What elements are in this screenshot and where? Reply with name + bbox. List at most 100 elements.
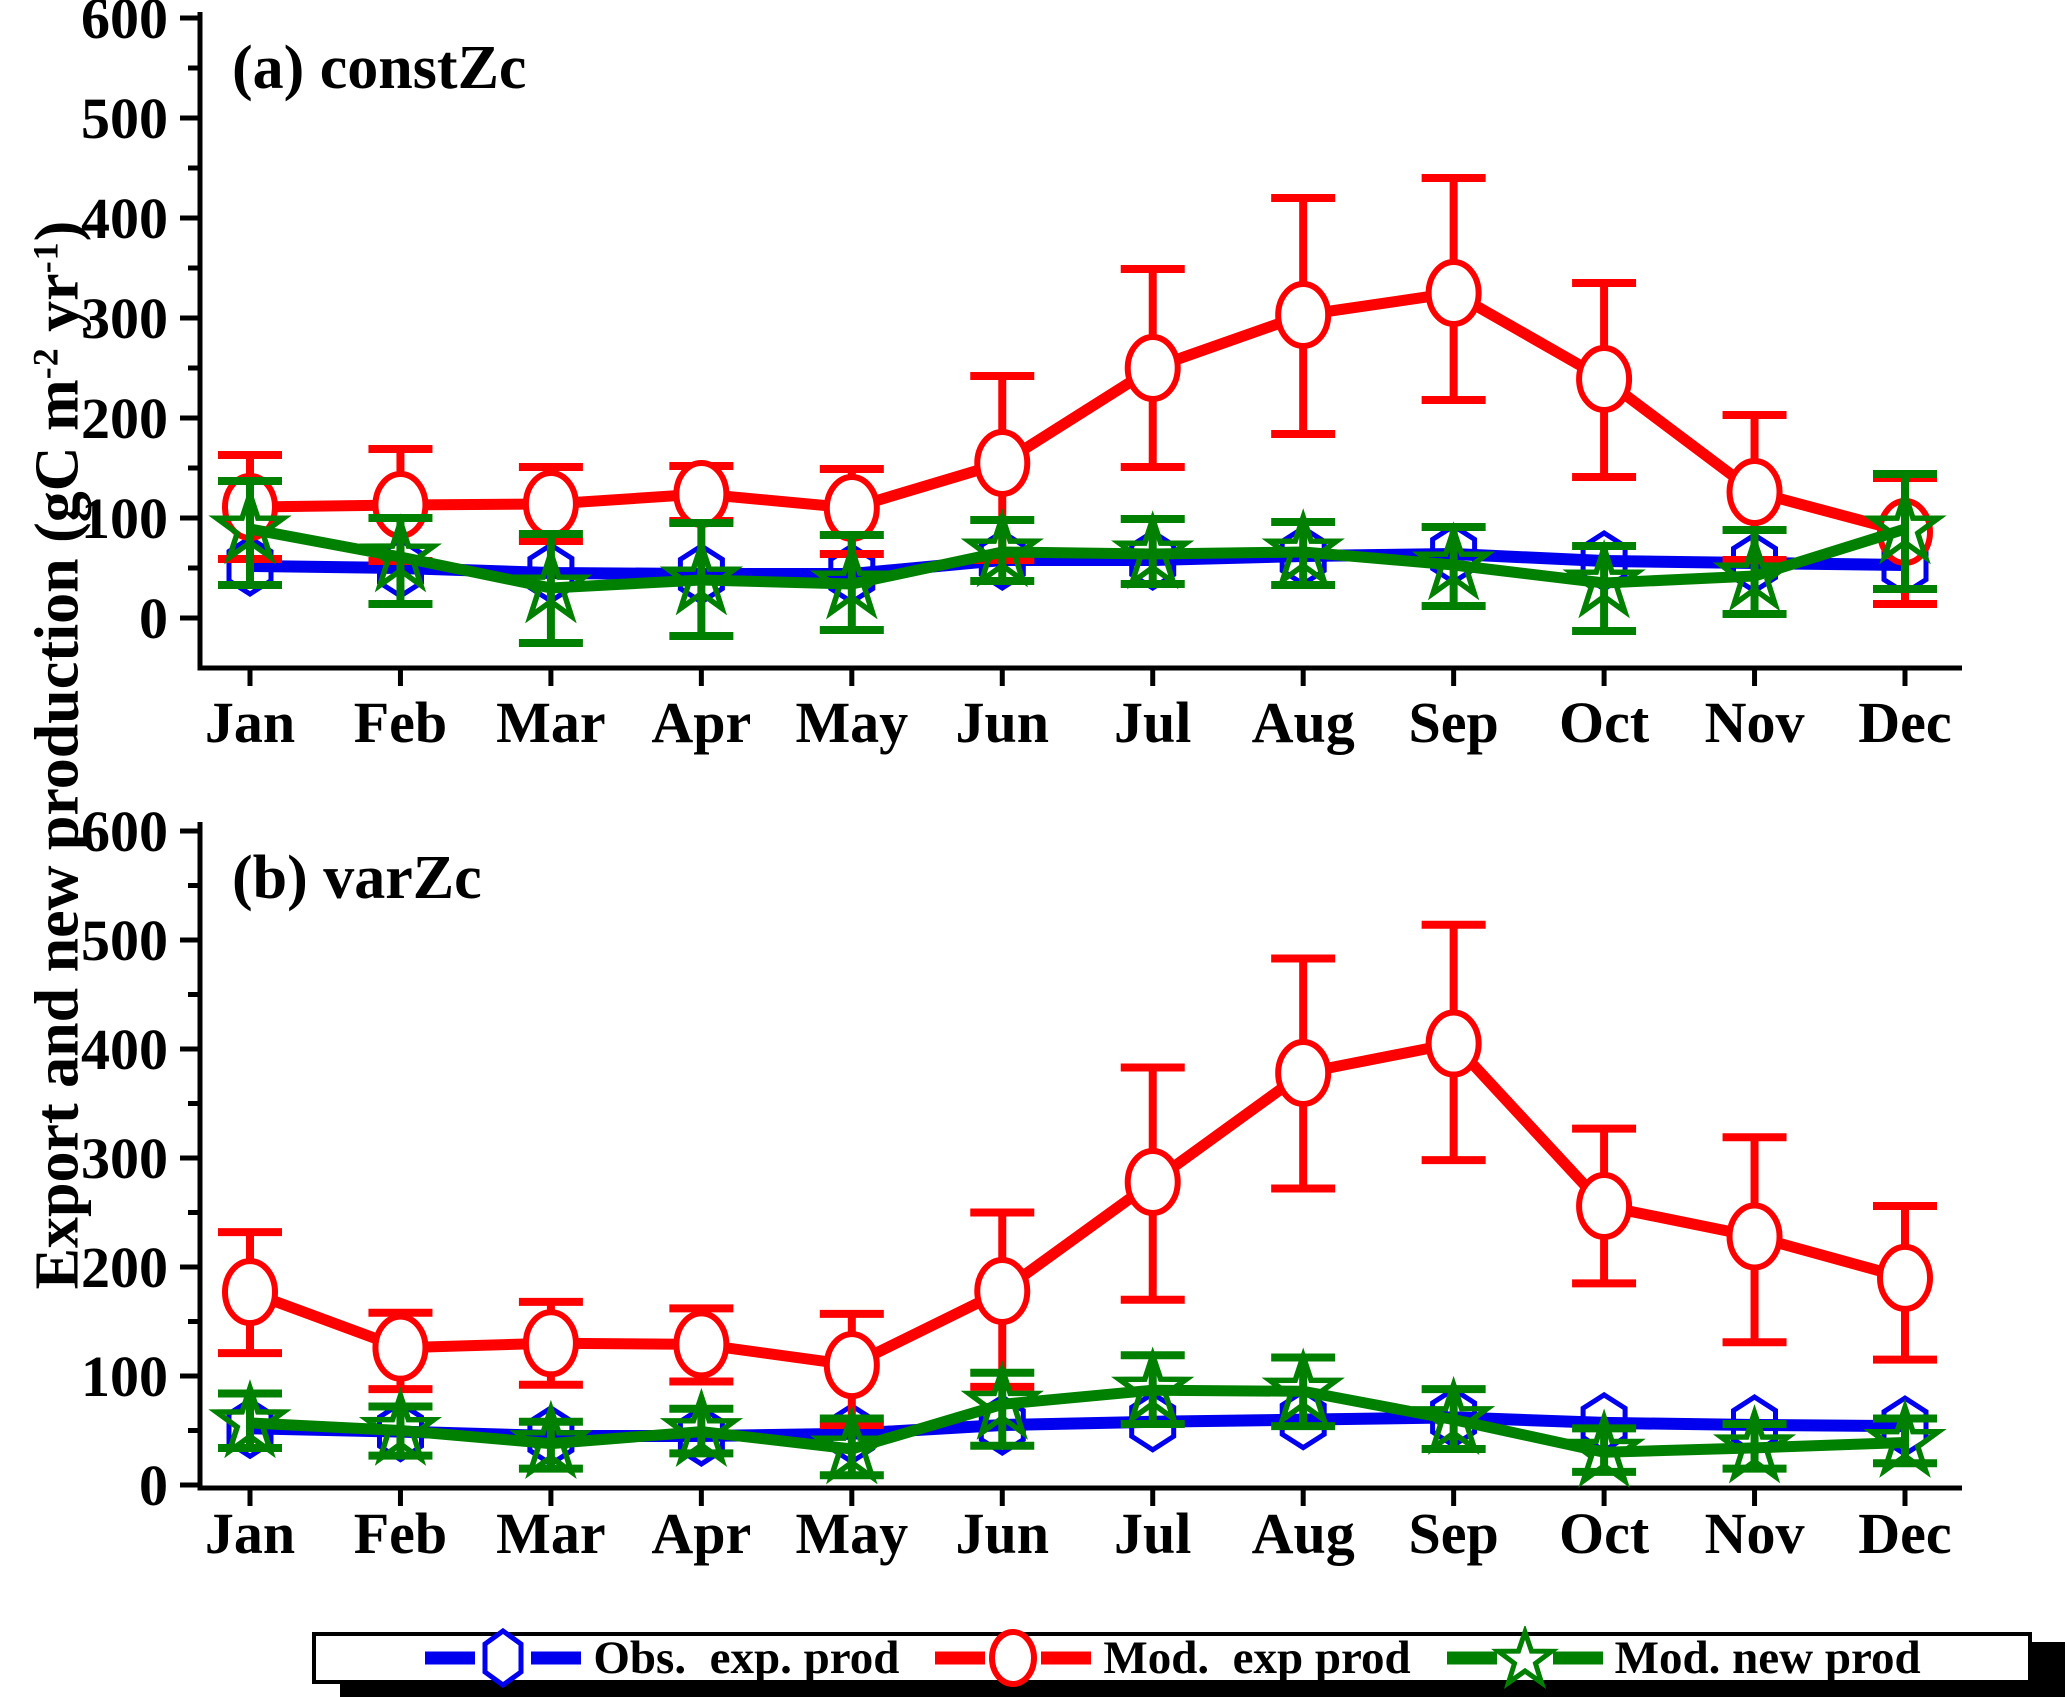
- x-tick-label: Aug: [1252, 1501, 1355, 1566]
- hexagon-marker-icon: [423, 1626, 583, 1690]
- mod-new-prod-markers: [208, 1346, 1947, 1488]
- star-marker-icon: [1111, 1346, 1195, 1426]
- y-tick-label: 100: [81, 1344, 168, 1409]
- star-marker-icon: [1261, 1347, 1345, 1427]
- circle-marker-icon: [1726, 1202, 1783, 1271]
- mod-exp-prod-markers: [222, 259, 1933, 566]
- obs-exp-prod-line: [249, 548, 1906, 580]
- circle-marker-icon: [1275, 281, 1332, 349]
- y-tick-label: 400: [81, 186, 168, 251]
- legend-label: Mod. exp prod: [1103, 1632, 1411, 1684]
- star-marker-icon: [1261, 508, 1345, 588]
- hexagon-marker-icon: [1129, 1390, 1177, 1453]
- circle-marker-icon: [522, 1309, 579, 1378]
- star-marker-icon: [208, 485, 292, 565]
- circle-marker-icon: [1425, 1009, 1482, 1078]
- x-tick-label: Dec: [1858, 690, 1951, 755]
- mod-exp-prod-error-bars: [218, 174, 1937, 608]
- star-marker-icon: [960, 1360, 1044, 1440]
- y-tick-label: 500: [81, 86, 168, 151]
- x-tick-label: Jan: [205, 690, 295, 755]
- legend-item-mod-exp-prod: Mod. exp prod: [933, 1626, 1411, 1690]
- y-tick-label: 600: [81, 0, 168, 51]
- star-marker-icon: [1411, 1375, 1496, 1456]
- panel-b-axes: 0 100 200 300 400 500 600 Jan Feb Mar Apr May Jun Jul…: [81, 799, 1962, 1566]
- star-marker-icon: [509, 544, 593, 624]
- star-marker-icon: [208, 1379, 292, 1459]
- x-tick-label: Aug: [1252, 690, 1355, 755]
- x-tick-label: Feb: [354, 1501, 447, 1566]
- star-marker-icon: [810, 1405, 894, 1485]
- circle-marker-icon: [974, 1256, 1031, 1325]
- y-tick-label: 600: [81, 799, 168, 864]
- star-marker-icon: [509, 1399, 593, 1480]
- panel-a-axes: 0 100 200 300 400 500 600 Jan Feb Mar Apr May Jun Jul…: [81, 0, 1962, 755]
- star-marker-icon: [659, 536, 744, 616]
- x-tick-label: Sep: [1409, 690, 1499, 755]
- mod-exp-prod-line: [248, 1038, 1907, 1371]
- star-marker-icon: [358, 513, 443, 593]
- x-tick-label: Nov: [1705, 690, 1805, 755]
- circle-marker-icon: [974, 429, 1031, 497]
- x-tick-label: Mar: [496, 1501, 606, 1566]
- circle-marker-icon: [673, 460, 730, 528]
- star-marker-icon: [1411, 521, 1496, 601]
- panel-a-series-obs-exp-prod: [226, 523, 1929, 605]
- y-tick-label: 400: [81, 1017, 168, 1082]
- x-tick-label: Jul: [1114, 1501, 1191, 1566]
- star-marker-icon: [1445, 1626, 1605, 1690]
- star-marker-icon: [1111, 510, 1195, 590]
- x-tick-label: May: [795, 690, 908, 755]
- star-marker-icon: [960, 508, 1044, 588]
- dual-panel-chart: 0 100 200 300 400 500 600 Jan Feb Mar Apr May Jun Jul…: [81, 0, 1962, 1566]
- y-tick-label: 0: [139, 586, 168, 651]
- star-marker-icon: [659, 1387, 744, 1468]
- x-tick-label: Dec: [1858, 1501, 1951, 1566]
- legend: Obs. exp. prod Mod. exp prod Mod. new pr…: [312, 1626, 2032, 1690]
- y-tick-label: 0: [139, 1453, 168, 1518]
- y-tick-label: 100: [81, 486, 168, 551]
- y-tick-label: 200: [81, 1235, 168, 1300]
- panel-a: 0 100 200 300 400 500 600 Jan Feb Mar Apr May Jun Jul…: [81, 0, 1962, 755]
- panel-a-series-mod-new-prod: [208, 470, 1947, 647]
- legend-shadow-right: [2032, 1642, 2065, 1697]
- star-marker-icon: [1712, 532, 1797, 612]
- circle-marker-icon: [823, 474, 880, 542]
- y-tick-label: 300: [81, 286, 168, 351]
- circle-marker-icon: [372, 1313, 429, 1382]
- circle-marker-icon: [222, 1258, 278, 1327]
- x-tick-label: Apr: [651, 1501, 751, 1566]
- legend-label: Mod. new prod: [1614, 1632, 1921, 1684]
- mod-exp-prod-line: [249, 287, 1907, 538]
- x-tick-label: Sep: [1409, 1501, 1499, 1566]
- panel-title: (a) constZc: [232, 34, 526, 102]
- star-marker-icon: [1562, 1408, 1646, 1488]
- star-marker-icon: [1863, 1398, 1947, 1478]
- x-tick-label: Apr: [651, 690, 751, 755]
- circle-marker-icon: [933, 1626, 1093, 1690]
- y-tick-label: 300: [81, 1126, 168, 1191]
- legend-label: Obs. exp. prod: [593, 1632, 900, 1684]
- panel-b-series-mod-new-prod: [208, 1346, 1947, 1488]
- x-tick-label: Jan: [205, 1501, 295, 1566]
- hexagon-marker-icon: [978, 529, 1026, 591]
- x-tick-label: May: [795, 1501, 908, 1566]
- star-marker-icon: [1562, 539, 1646, 619]
- y-tick-label: 200: [81, 386, 168, 451]
- legend-item-obs-exp-prod: Obs. exp. prod: [423, 1626, 899, 1690]
- panel-a-series-mod-exp-prod: [218, 174, 1937, 608]
- panel-title: (b) varZc: [232, 844, 482, 912]
- x-tick-label: Oct: [1559, 690, 1650, 755]
- circle-marker-icon: [1425, 259, 1482, 327]
- circle-marker-icon: [1726, 458, 1783, 526]
- circle-marker-icon: [1124, 1147, 1181, 1216]
- obs-exp-prod-line: [249, 1411, 1906, 1442]
- hexagon-marker-icon: [1279, 1388, 1327, 1451]
- x-tick-label: Jul: [1114, 690, 1191, 755]
- star-marker-icon: [1712, 1404, 1797, 1484]
- y-tick-label: 500: [81, 908, 168, 973]
- circle-marker-icon: [1275, 1038, 1332, 1107]
- x-tick-label: Mar: [496, 690, 606, 755]
- mod-exp-prod-markers: [222, 1009, 1933, 1400]
